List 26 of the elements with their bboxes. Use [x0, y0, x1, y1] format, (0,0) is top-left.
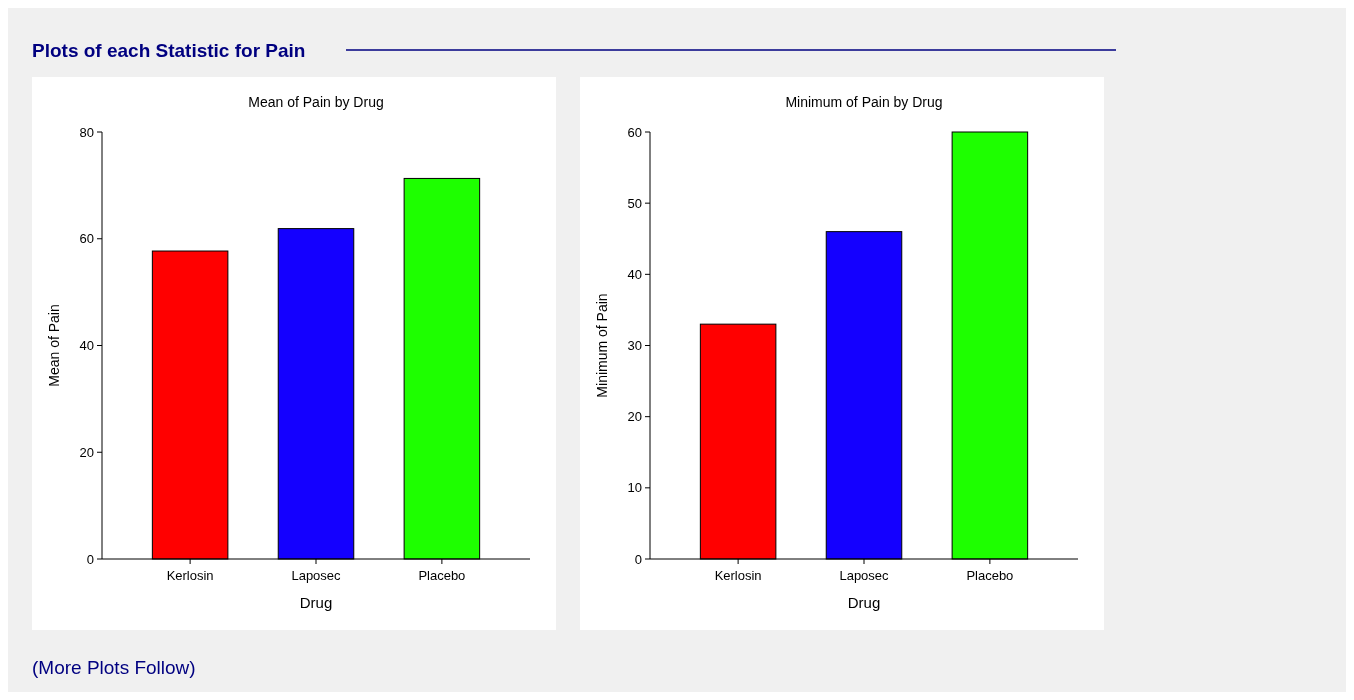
y-tick-label: 50 [627, 195, 642, 211]
y-axis-title: Minimum of Pain [594, 293, 610, 398]
x-tick-label: Kerlosin [714, 568, 762, 583]
y-tick-label: 60 [79, 231, 94, 247]
y-tick-label: 0 [634, 551, 642, 567]
y-axis-title: Mean of Pain [46, 304, 62, 387]
y-tick-label: 40 [79, 338, 94, 354]
y-tick-label: 40 [627, 266, 642, 282]
y-tick-label: 20 [79, 444, 94, 460]
chart-title: Minimum of Pain by Drug [785, 94, 943, 110]
x-tick-label: Placebo [418, 568, 466, 583]
y-tick-label: 80 [79, 124, 94, 140]
text: (More Plots Follow) [32, 657, 196, 678]
y-tick-label: 60 [627, 124, 642, 140]
y-tick-label: 0 [86, 551, 94, 567]
y-tick-label: 10 [627, 480, 642, 496]
x-axis-title: Drug [299, 594, 333, 611]
chart-title: Mean of Pain by Drug [248, 94, 384, 110]
x-tick-label: Placebo [966, 568, 1014, 583]
x-tick-label: Kerlosin [166, 568, 214, 583]
x-axis-title: Drug [847, 594, 881, 611]
text: Plots of each Statistic for Pain [32, 40, 306, 61]
y-tick-label: 20 [627, 409, 642, 425]
y-tick-label: 30 [627, 338, 642, 354]
x-tick-label: Laposec [291, 568, 342, 583]
x-tick-label: Laposec [839, 568, 890, 583]
